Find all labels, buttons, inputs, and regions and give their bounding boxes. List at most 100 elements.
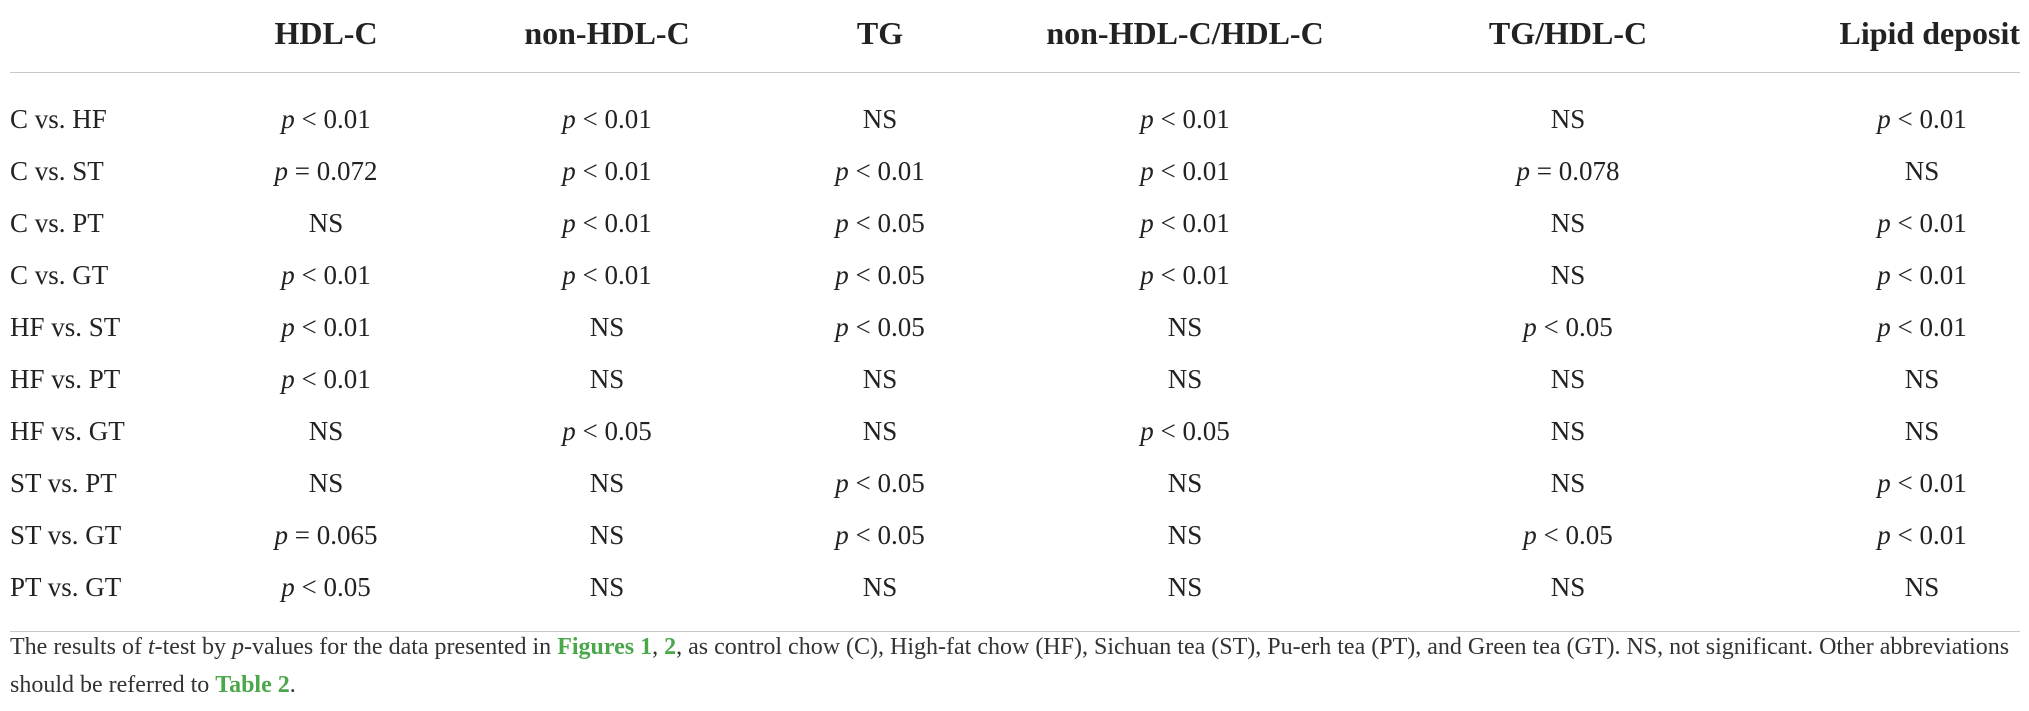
header-row-label [10,0,210,73]
table-cell: p < 0.05 [772,509,988,561]
table-cell: NS [1382,561,1754,632]
p-symbol: p [274,155,289,186]
table-row: HF vs. GT NS p < 0.05 NS p < 0.05 NS NS [10,405,2020,457]
table-cell: NS [1167,519,1203,550]
p-symbol: p [281,103,295,134]
p-symbol: p [1877,259,1891,290]
footnote-t-letter: t [147,634,155,660]
p-value-text: < 0.01 [1890,467,1967,498]
table-cell: p = 0.065 [210,509,442,561]
p-value-text: < 0.05 [1536,311,1613,342]
p-symbol: p [562,259,576,290]
row-comparison-label: C vs. HF [10,103,107,134]
table-row: ST vs. PT NS NS p < 0.05 NS NS p < 0.01 [10,457,2020,509]
p-symbol: p [1877,467,1891,498]
p-symbol: p [1516,155,1531,186]
link-table-2[interactable]: Table 2 [215,672,290,698]
table-row: C vs. GT p < 0.01 p < 0.01 p < 0.05 p < 0.01… [10,249,2020,301]
p-symbol: p [835,207,849,238]
table-cell: p < 0.01 [988,197,1382,249]
results-table-wrapper: HDL-C non-HDL-C TG non-HDL-C/HDL-C TG/HD… [10,0,2020,632]
footnote-text-4: , as control chow (C), High-fat chow (HF… [10,634,2010,698]
table-cell: NS [308,207,344,238]
table-cell: p < 0.05 [772,249,988,301]
p-value-text: < 0.01 [575,103,652,134]
table-cell: NS [1550,259,1586,290]
p-symbol: p [562,207,576,238]
table-cell: p < 0.01 [442,73,772,146]
p-symbol: p [562,103,576,134]
table-cell: NS [308,467,344,498]
p-symbol: p [281,363,295,394]
p-symbol: p [1523,519,1537,550]
p-value-text: < 0.01 [1890,259,1967,290]
p-value-text: < 0.05 [848,519,925,550]
p-value-text: < 0.01 [294,311,371,342]
table-cell: p < 0.01 [1754,301,2020,353]
p-value-text: < 0.01 [1153,259,1230,290]
table-cell: NS [589,519,625,550]
p-symbol: p [835,311,849,342]
table-cell: p < 0.01 [1754,457,2020,509]
table-row: C vs. PT NS p < 0.01 p < 0.05 p < 0.01 NS p < … [10,197,2020,249]
table-cell: NS [1550,207,1586,238]
table-cell: NS [1167,467,1203,498]
table-cell: p < 0.01 [772,145,988,197]
p-value-text: < 0.01 [294,363,371,394]
table-cell: p < 0.05 [442,405,772,457]
table-cell: p < 0.01 [210,301,442,353]
link-figures-1[interactable]: Figures 1 [557,634,653,660]
table-body: C vs. HF p < 0.01 p < 0.01 NS p < 0.01 NS p < … [10,73,2020,632]
header-lipid-deposit: Lipid deposit [1754,0,2020,73]
table-cell: NS [1550,415,1586,446]
row-comparison-label: HF vs. GT [10,415,125,446]
table-cell: p < 0.01 [442,197,772,249]
header-tg-hdl-c-ratio: TG/HDL-C [1382,0,1754,73]
row-comparison-label: PT vs. GT [10,561,210,632]
p-symbol: p [835,259,849,290]
table-cell: p < 0.01 [988,145,1382,197]
p-symbol: p [1877,103,1891,134]
table-row: C vs. HF p < 0.01 p < 0.01 NS p < 0.01 NS p < … [10,73,2020,146]
p-value-text: < 0.01 [1890,311,1967,342]
p-value-text: < 0.05 [575,415,652,446]
table-cell: NS [1904,155,1940,186]
p-symbol: p [1140,103,1154,134]
table-row: ST vs. GT p = 0.065 NS p < 0.05 NS p < 0.05 p … [10,509,2020,561]
p-value-text: < 0.01 [1153,103,1230,134]
table-footnote: The results of t-test by p-values for th… [10,628,2020,704]
table-cell: p < 0.01 [1754,197,2020,249]
footnote-text-3: -values for the data presented in [243,634,558,660]
p-symbol: p [835,467,849,498]
table-cell: p < 0.01 [210,249,442,301]
p-value-text: < 0.05 [848,259,925,290]
p-symbol: p [1140,259,1154,290]
p-value-text: < 0.01 [575,155,652,186]
header-hdl-c: HDL-C [210,0,442,73]
p-symbol: p [835,519,849,550]
p-value-text: < 0.01 [1890,207,1967,238]
p-symbol: p [281,571,295,602]
table-cell: NS [862,363,898,394]
p-value-text: < 0.05 [1153,415,1230,446]
table-cell: p < 0.05 [772,301,988,353]
table-cell: p < 0.05 [988,405,1382,457]
p-value-text: < 0.01 [1153,207,1230,238]
table-cell: p < 0.05 [772,457,988,509]
row-comparison-label: HF vs. PT [10,363,121,394]
header-tg: TG [772,0,988,73]
table-cell: NS [589,311,625,342]
link-figure-2[interactable]: 2 [664,634,677,660]
row-comparison-label: C vs. ST [10,155,104,186]
table-cell: p < 0.01 [210,73,442,146]
row-comparison-label: C vs. PT [10,207,104,238]
p-symbol: p [1877,311,1891,342]
table-cell: p < 0.05 [1382,301,1754,353]
p-value-text: < 0.01 [575,207,652,238]
table-cell: p < 0.05 [1382,509,1754,561]
header-non-hdl-c-ratio: non-HDL-C/HDL-C [988,0,1382,73]
table-cell: p = 0.072 [210,145,442,197]
table-header-row: HDL-C non-HDL-C TG non-HDL-C/HDL-C TG/HD… [10,0,2020,73]
p-value-text: < 0.05 [848,311,925,342]
table-cell: NS [1550,363,1586,394]
